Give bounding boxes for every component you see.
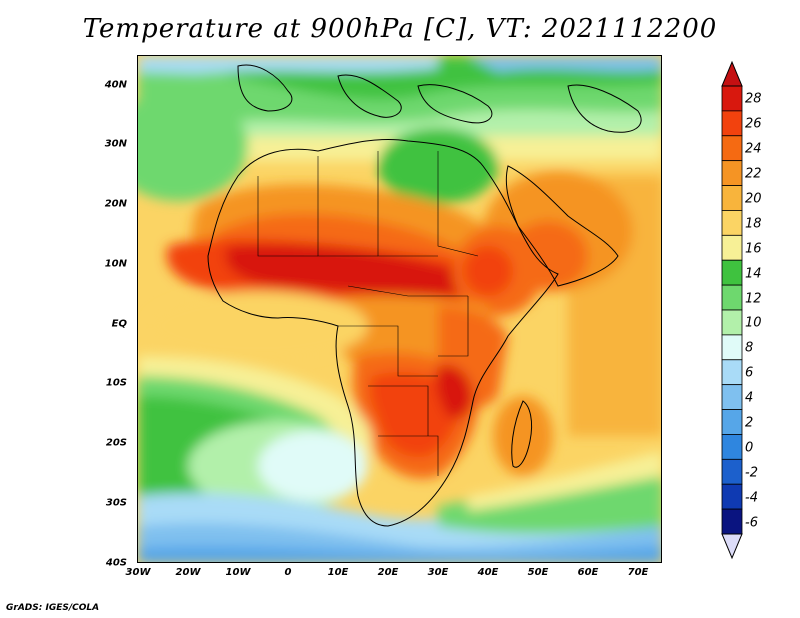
credit-text: GrADS: IGES/COLA — [6, 603, 100, 613]
colorbar-box — [721, 234, 743, 261]
lon-label: 40E — [477, 567, 499, 578]
map-plot-area — [137, 55, 662, 563]
colorbar-box — [721, 110, 743, 137]
lat-label: 30N — [104, 138, 127, 150]
colorbar-label: -4 — [745, 490, 758, 506]
colorbar-label: 20 — [745, 191, 762, 207]
colorbar-box — [721, 210, 743, 236]
lat-label: 20S — [105, 437, 127, 449]
lat-label: 20N — [104, 198, 127, 210]
colorbar-box — [721, 85, 743, 112]
colorbar-label: 2 — [745, 415, 754, 431]
lon-label: 20W — [175, 567, 201, 578]
lat-label: 10N — [104, 258, 127, 270]
colorbar-box — [721, 160, 743, 186]
colorbar-box — [721, 359, 743, 386]
coastlines — [207, 64, 642, 527]
map-title: Temperature at 900hPa [C], VT: 202111220… — [82, 14, 718, 44]
colorbar-label: 16 — [745, 241, 762, 257]
colorbar-label: 14 — [745, 266, 762, 282]
colorbar-bottom-arrow — [721, 533, 743, 560]
colorbar-box — [721, 434, 743, 460]
colorbar-label: 24 — [745, 141, 762, 157]
colorbar-label: 12 — [745, 291, 762, 307]
colorbar-label: 6 — [745, 365, 754, 381]
temperature-map — [138, 56, 661, 562]
lat-label: EQ — [111, 318, 127, 330]
colorbar-box — [721, 334, 743, 361]
colorbar-box — [721, 185, 743, 211]
lat-label: 30S — [105, 497, 127, 509]
lon-label: 20E — [377, 567, 399, 578]
colorbar-label: 8 — [745, 340, 754, 356]
lon-label: 10W — [225, 567, 251, 578]
colorbar-label: -2 — [745, 465, 758, 481]
lon-label: 70E — [627, 567, 649, 578]
colorbar-label: 0 — [745, 440, 754, 456]
colorbar-label: -6 — [745, 515, 758, 531]
colorbar-box — [721, 409, 743, 435]
colorbar-top-arrow — [721, 60, 743, 87]
colorbar-label: 18 — [745, 216, 762, 232]
colorbar-box — [721, 458, 743, 485]
lon-label: 30W — [125, 567, 151, 578]
colorbar-box — [721, 284, 743, 311]
colorbar — [721, 60, 743, 560]
colorbar-label: 22 — [745, 166, 762, 182]
colorbar-label: 4 — [745, 390, 754, 406]
colorbar-label: 10 — [745, 315, 762, 331]
lon-label: 10E — [327, 567, 349, 578]
colorbar-box — [721, 508, 743, 535]
lon-label: 0 — [284, 567, 292, 578]
lat-label: 10S — [105, 377, 127, 389]
colorbar-box — [721, 309, 743, 336]
lon-label: 60E — [577, 567, 599, 578]
lon-label: 50E — [527, 567, 549, 578]
colorbar-box — [721, 259, 743, 286]
colorbar-box — [721, 135, 743, 162]
lat-label: 40S — [105, 557, 127, 569]
colorbar-label: 28 — [745, 91, 762, 107]
temperature-field — [138, 56, 661, 562]
lat-label: 40N — [104, 79, 127, 91]
country-borders — [257, 151, 479, 476]
colorbar-label: 26 — [745, 116, 762, 132]
lon-label: 30E — [427, 567, 449, 578]
colorbar-box — [721, 483, 743, 510]
colorbar-boxes — [721, 85, 743, 535]
colorbar-box — [721, 384, 743, 410]
